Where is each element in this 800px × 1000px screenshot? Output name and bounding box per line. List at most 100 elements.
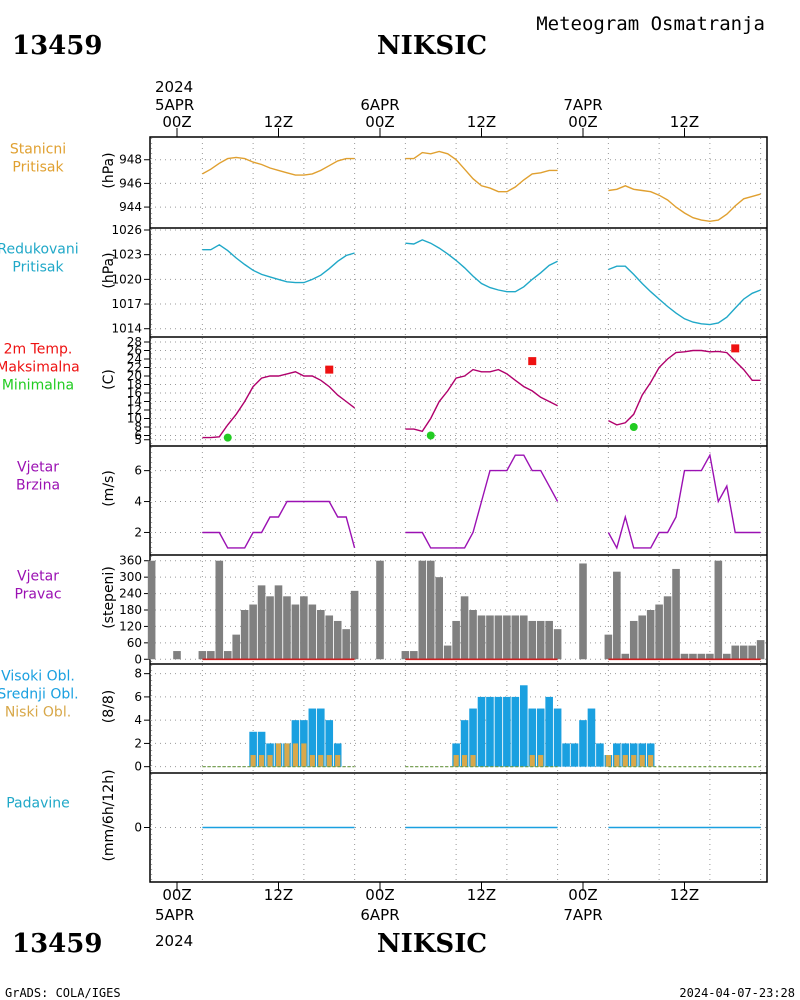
low-cloud-bar	[529, 755, 535, 767]
low-cloud-bar	[453, 755, 459, 767]
low-cloud-bar	[301, 743, 307, 767]
wind-dir-bar	[621, 653, 630, 660]
y-tick-label: 360	[119, 554, 142, 568]
high-cloud-bar	[494, 696, 503, 767]
high-cloud-bar	[469, 708, 477, 767]
panel-5: 0 60 120 180 240 300 360 Vjetar Pravac (stepeni)	[14, 554, 767, 666]
grads-credit: GrADS: COLA/IGES	[5, 986, 121, 1000]
y-tick-label: 1017	[111, 297, 142, 311]
high-cloud-bar	[477, 696, 486, 767]
plot-area: 00Z00Z5APR5APR12Z12Z00Z00Z6APR6APR12Z12Z…	[0, 96, 768, 924]
time-tick-top: 00Z	[365, 113, 394, 131]
max-temp-marker	[325, 365, 334, 374]
y-tick-label: 1014	[111, 322, 142, 336]
high-cloud-bar	[536, 708, 545, 767]
wind-dir-bar	[223, 651, 232, 660]
low-cloud-bar	[258, 755, 265, 767]
y-tick-label: 120	[119, 619, 142, 633]
wind-dir-bar	[579, 563, 587, 660]
y-tick-label: 5	[134, 433, 142, 447]
wind-dir-bar	[401, 651, 410, 660]
meteogram-subtitle: Meteogram Osmatranja	[536, 13, 765, 35]
bottom-year-label: 2024	[155, 932, 193, 950]
panel-1: 944 946 948 Stanicni Pritisak (hPa)	[10, 138, 767, 227]
panel-label: Visoki Obl.	[1, 669, 75, 685]
high-cloud-bar	[519, 685, 528, 767]
wind-dir-bar	[342, 629, 350, 660]
y-tick-label: 944	[119, 200, 142, 214]
time-tick-top: 00Z	[568, 113, 597, 131]
time-tick-bottom: 12Z	[467, 886, 496, 904]
low-cloud-bar	[275, 743, 282, 767]
y-tick-label: 24	[127, 352, 142, 366]
y-tick-label: 10	[127, 412, 142, 426]
wind-dir-bar	[613, 571, 621, 660]
y-tick-label: 28	[127, 335, 142, 349]
time-tick-bottom: 00Z	[162, 886, 191, 904]
time-tick-bottom: 00Z	[365, 886, 394, 904]
wind-dir-bar	[215, 560, 224, 660]
wind-dir-bar	[697, 653, 706, 660]
station-name-bottom: NIKSIC	[377, 929, 487, 959]
y-tick-label: 22	[127, 361, 142, 375]
plot-frame	[149, 136, 768, 883]
low-cloud-bar	[326, 755, 332, 767]
low-cloud-bar	[605, 755, 611, 767]
low-cloud-bar	[250, 755, 256, 767]
low-cloud-bar	[538, 755, 544, 767]
wind-dir-bar	[173, 651, 181, 660]
wind-dir-bar	[553, 629, 562, 660]
wind-dir-bar	[350, 590, 359, 660]
wind-dir-bar	[469, 610, 477, 660]
wind-dir-bar	[147, 560, 156, 660]
wind-dir-bar	[629, 620, 638, 660]
wind-dir-bar	[376, 560, 384, 660]
panel-7: 0 Padavine (mm/6h/12h)	[6, 769, 767, 881]
y-tick-label: 1020	[111, 272, 142, 286]
wind-dir-bar	[536, 620, 545, 660]
wind-dir-bar	[207, 651, 215, 660]
y-tick-label: 240	[119, 587, 142, 601]
y-tick-label: 20	[127, 369, 142, 383]
y-tick-label: 1023	[111, 248, 142, 262]
wind-dir-bar	[443, 645, 452, 660]
low-cloud-bar	[309, 755, 315, 767]
time-tick-top: 12Z	[467, 113, 496, 131]
high-cloud-bar	[249, 731, 257, 767]
wind-dir-bar	[198, 651, 207, 660]
high-cloud-bar	[553, 708, 562, 767]
wind-dir-bar	[410, 651, 418, 660]
wind-dir-bar	[638, 615, 647, 660]
low-cloud-bar	[267, 755, 273, 767]
y-tick-label: 4	[134, 713, 142, 727]
low-cloud-bar	[648, 755, 654, 767]
panel-label: Pravac	[14, 587, 61, 603]
panel-unit: (8/8)	[101, 690, 117, 723]
time-tick-bottom: 00Z	[568, 886, 597, 904]
wind-dir-bar	[545, 620, 553, 660]
low-cloud-bar	[335, 755, 341, 767]
time-tick-bottom: 12Z	[670, 886, 699, 904]
low-cloud-bar	[470, 755, 476, 767]
wind-dir-bar	[731, 645, 740, 660]
wind-dir-bar	[257, 585, 266, 660]
panel-label: Vjetar	[17, 460, 59, 476]
date-label-top: 5APR	[155, 96, 194, 114]
high-cloud-bar	[460, 720, 469, 767]
low-cloud-bar	[284, 743, 290, 767]
panel-label: Redukovani	[0, 242, 79, 258]
series-line	[202, 453, 761, 550]
panel-label: Maksimalna	[0, 360, 80, 376]
wind-dir-bar	[494, 615, 503, 660]
wind-dir-bar	[722, 653, 731, 660]
high-cloud-bar	[528, 708, 537, 767]
y-tick-label: 26	[127, 344, 142, 358]
wind-dir-bar	[604, 634, 613, 660]
low-cloud-bar	[622, 755, 628, 767]
panel-unit: (hPa)	[101, 252, 117, 288]
panel-label: Brzina	[16, 478, 60, 494]
panel-2: 1014 1017 1020 1023 1026 Redukovani Pritisak (h…	[0, 223, 767, 336]
wind-dir-bar	[333, 620, 342, 660]
low-cloud-bar	[631, 755, 637, 767]
